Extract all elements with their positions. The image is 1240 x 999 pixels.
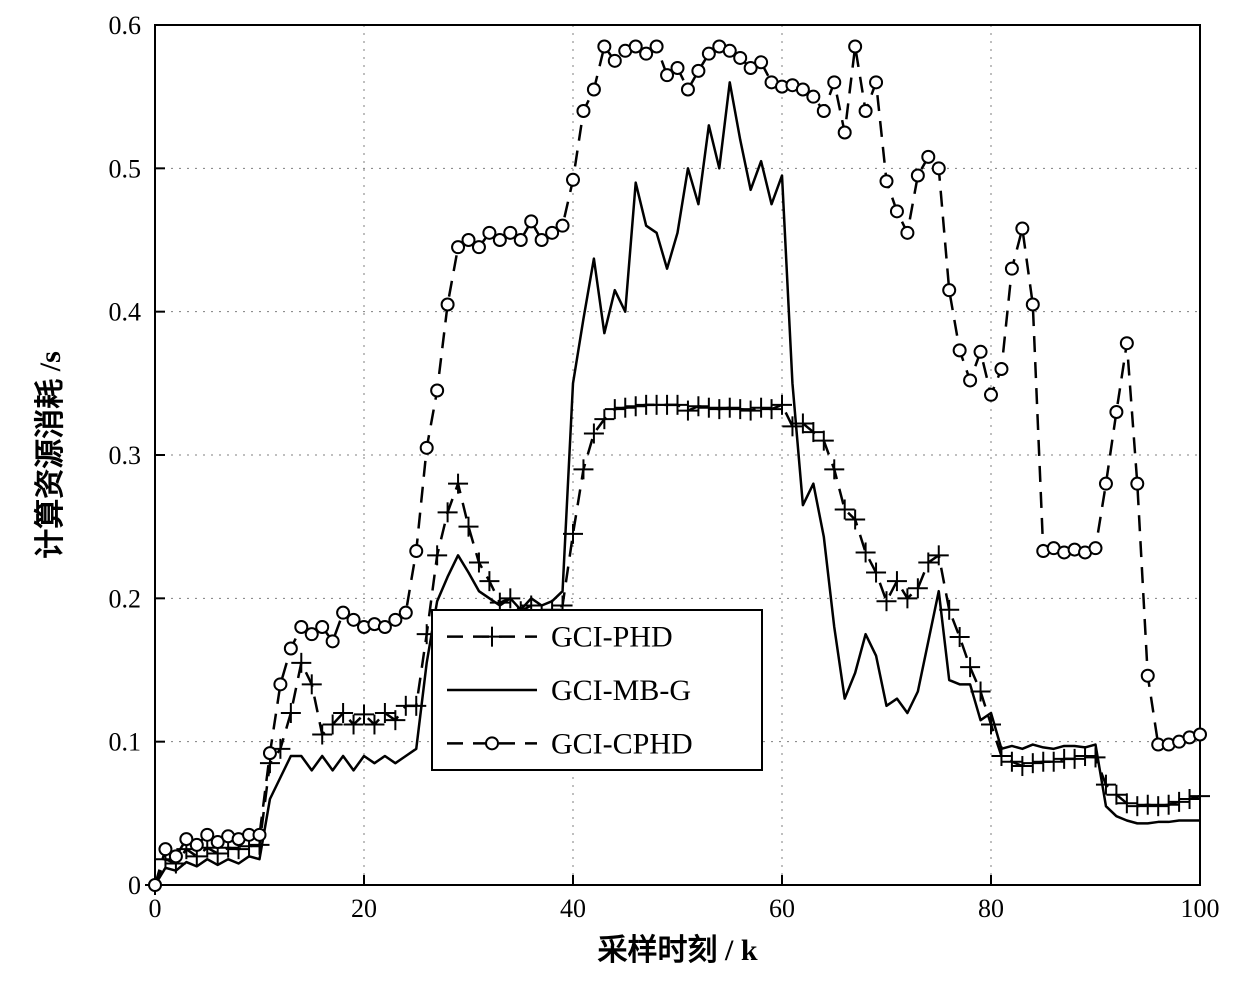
y-tick-label: 0.3: [109, 441, 142, 470]
x-tick-label: 20: [351, 894, 377, 923]
y-axis-label: 计算资源消耗 /s: [33, 351, 67, 559]
legend-label: GCI-PHD: [551, 621, 673, 654]
x-tick-label: 40: [560, 894, 586, 923]
y-tick-label: 0.5: [109, 154, 142, 183]
chart-container: 0 20 40 60 80 100 0 0.1 0.2 0.3 0.4 0.5 0.6 采样时刻 / k 计…: [0, 0, 1240, 999]
legend: GCI-PHD GCI-MB-G GCI-CPHD: [432, 610, 762, 770]
x-tick-label: 0: [149, 894, 162, 923]
y-tick-label: 0.6: [109, 11, 142, 40]
legend-label: GCI-CPHD: [551, 727, 693, 760]
y-tick-label: 0.1: [109, 728, 142, 757]
x-tick-label: 100: [1181, 894, 1220, 923]
y-tick-label: 0: [128, 871, 141, 900]
line-chart: 0 20 40 60 80 100 0 0.1 0.2 0.3 0.4 0.5 0.6 采样时刻 / k 计…: [0, 0, 1240, 999]
x-axis-label: 采样时刻 / k: [597, 934, 757, 967]
legend-label: GCI-MB-G: [551, 674, 691, 707]
x-tick-label: 60: [769, 894, 795, 923]
y-tick-label: 0.4: [109, 298, 142, 327]
x-tick-label: 80: [978, 894, 1004, 923]
y-tick-label: 0.2: [109, 584, 142, 613]
